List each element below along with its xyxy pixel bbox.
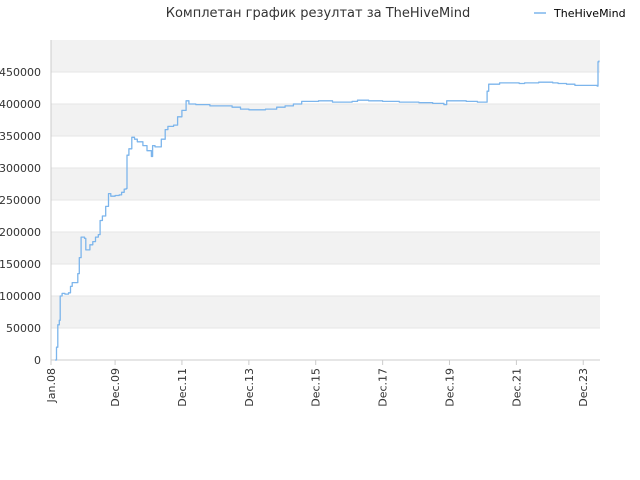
plot-band: [51, 296, 600, 328]
x-tick-label: Dec.19: [443, 368, 456, 407]
legend-label: TheHiveMind: [553, 7, 626, 20]
y-tick-label: 350000: [0, 130, 41, 143]
x-tick-label: Dec.23: [577, 368, 590, 407]
series-layer: [55, 60, 600, 361]
y-tick-label: 250000: [0, 194, 41, 207]
chart-title: Комплетан график резултат за TheHiveMind: [166, 6, 471, 21]
y-axis-ticks: 0 50000 100000 150000 200000 250000 300000 3500…: [0, 66, 41, 367]
y-tick-label: 300000: [0, 162, 41, 175]
x-tick-label: Jan.08: [45, 368, 58, 403]
x-axis-ticks: Jan.08 Dec.09 Dec.11 Dec.13 Dec.15 Dec.17 Dec.…: [45, 360, 590, 407]
plot-band: [51, 104, 600, 136]
x-tick-label: Dec.09: [109, 368, 122, 407]
plot-band: [51, 168, 600, 200]
x-tick-label: Dec.21: [510, 368, 523, 407]
plot-bands: [51, 40, 600, 328]
x-tick-label: Dec.15: [310, 368, 323, 407]
plot-band: [51, 40, 600, 72]
gridlines: [50, 40, 600, 361]
y-tick-label: 400000: [0, 98, 41, 111]
x-tick-label: Dec.17: [377, 368, 390, 407]
y-tick-label: 50000: [6, 322, 41, 335]
y-tick-label: 100000: [0, 290, 41, 303]
legend[interactable]: TheHiveMind: [534, 7, 626, 20]
plot-band: [51, 232, 600, 264]
y-tick-label: 200000: [0, 226, 41, 239]
x-tick-label: Dec.11: [176, 368, 189, 407]
y-tick-label: 150000: [0, 258, 41, 271]
y-tick-label: 450000: [0, 66, 41, 79]
y-tick-label: 0: [34, 354, 41, 367]
series-line: [55, 60, 600, 361]
x-tick-label: Dec.13: [243, 368, 256, 407]
